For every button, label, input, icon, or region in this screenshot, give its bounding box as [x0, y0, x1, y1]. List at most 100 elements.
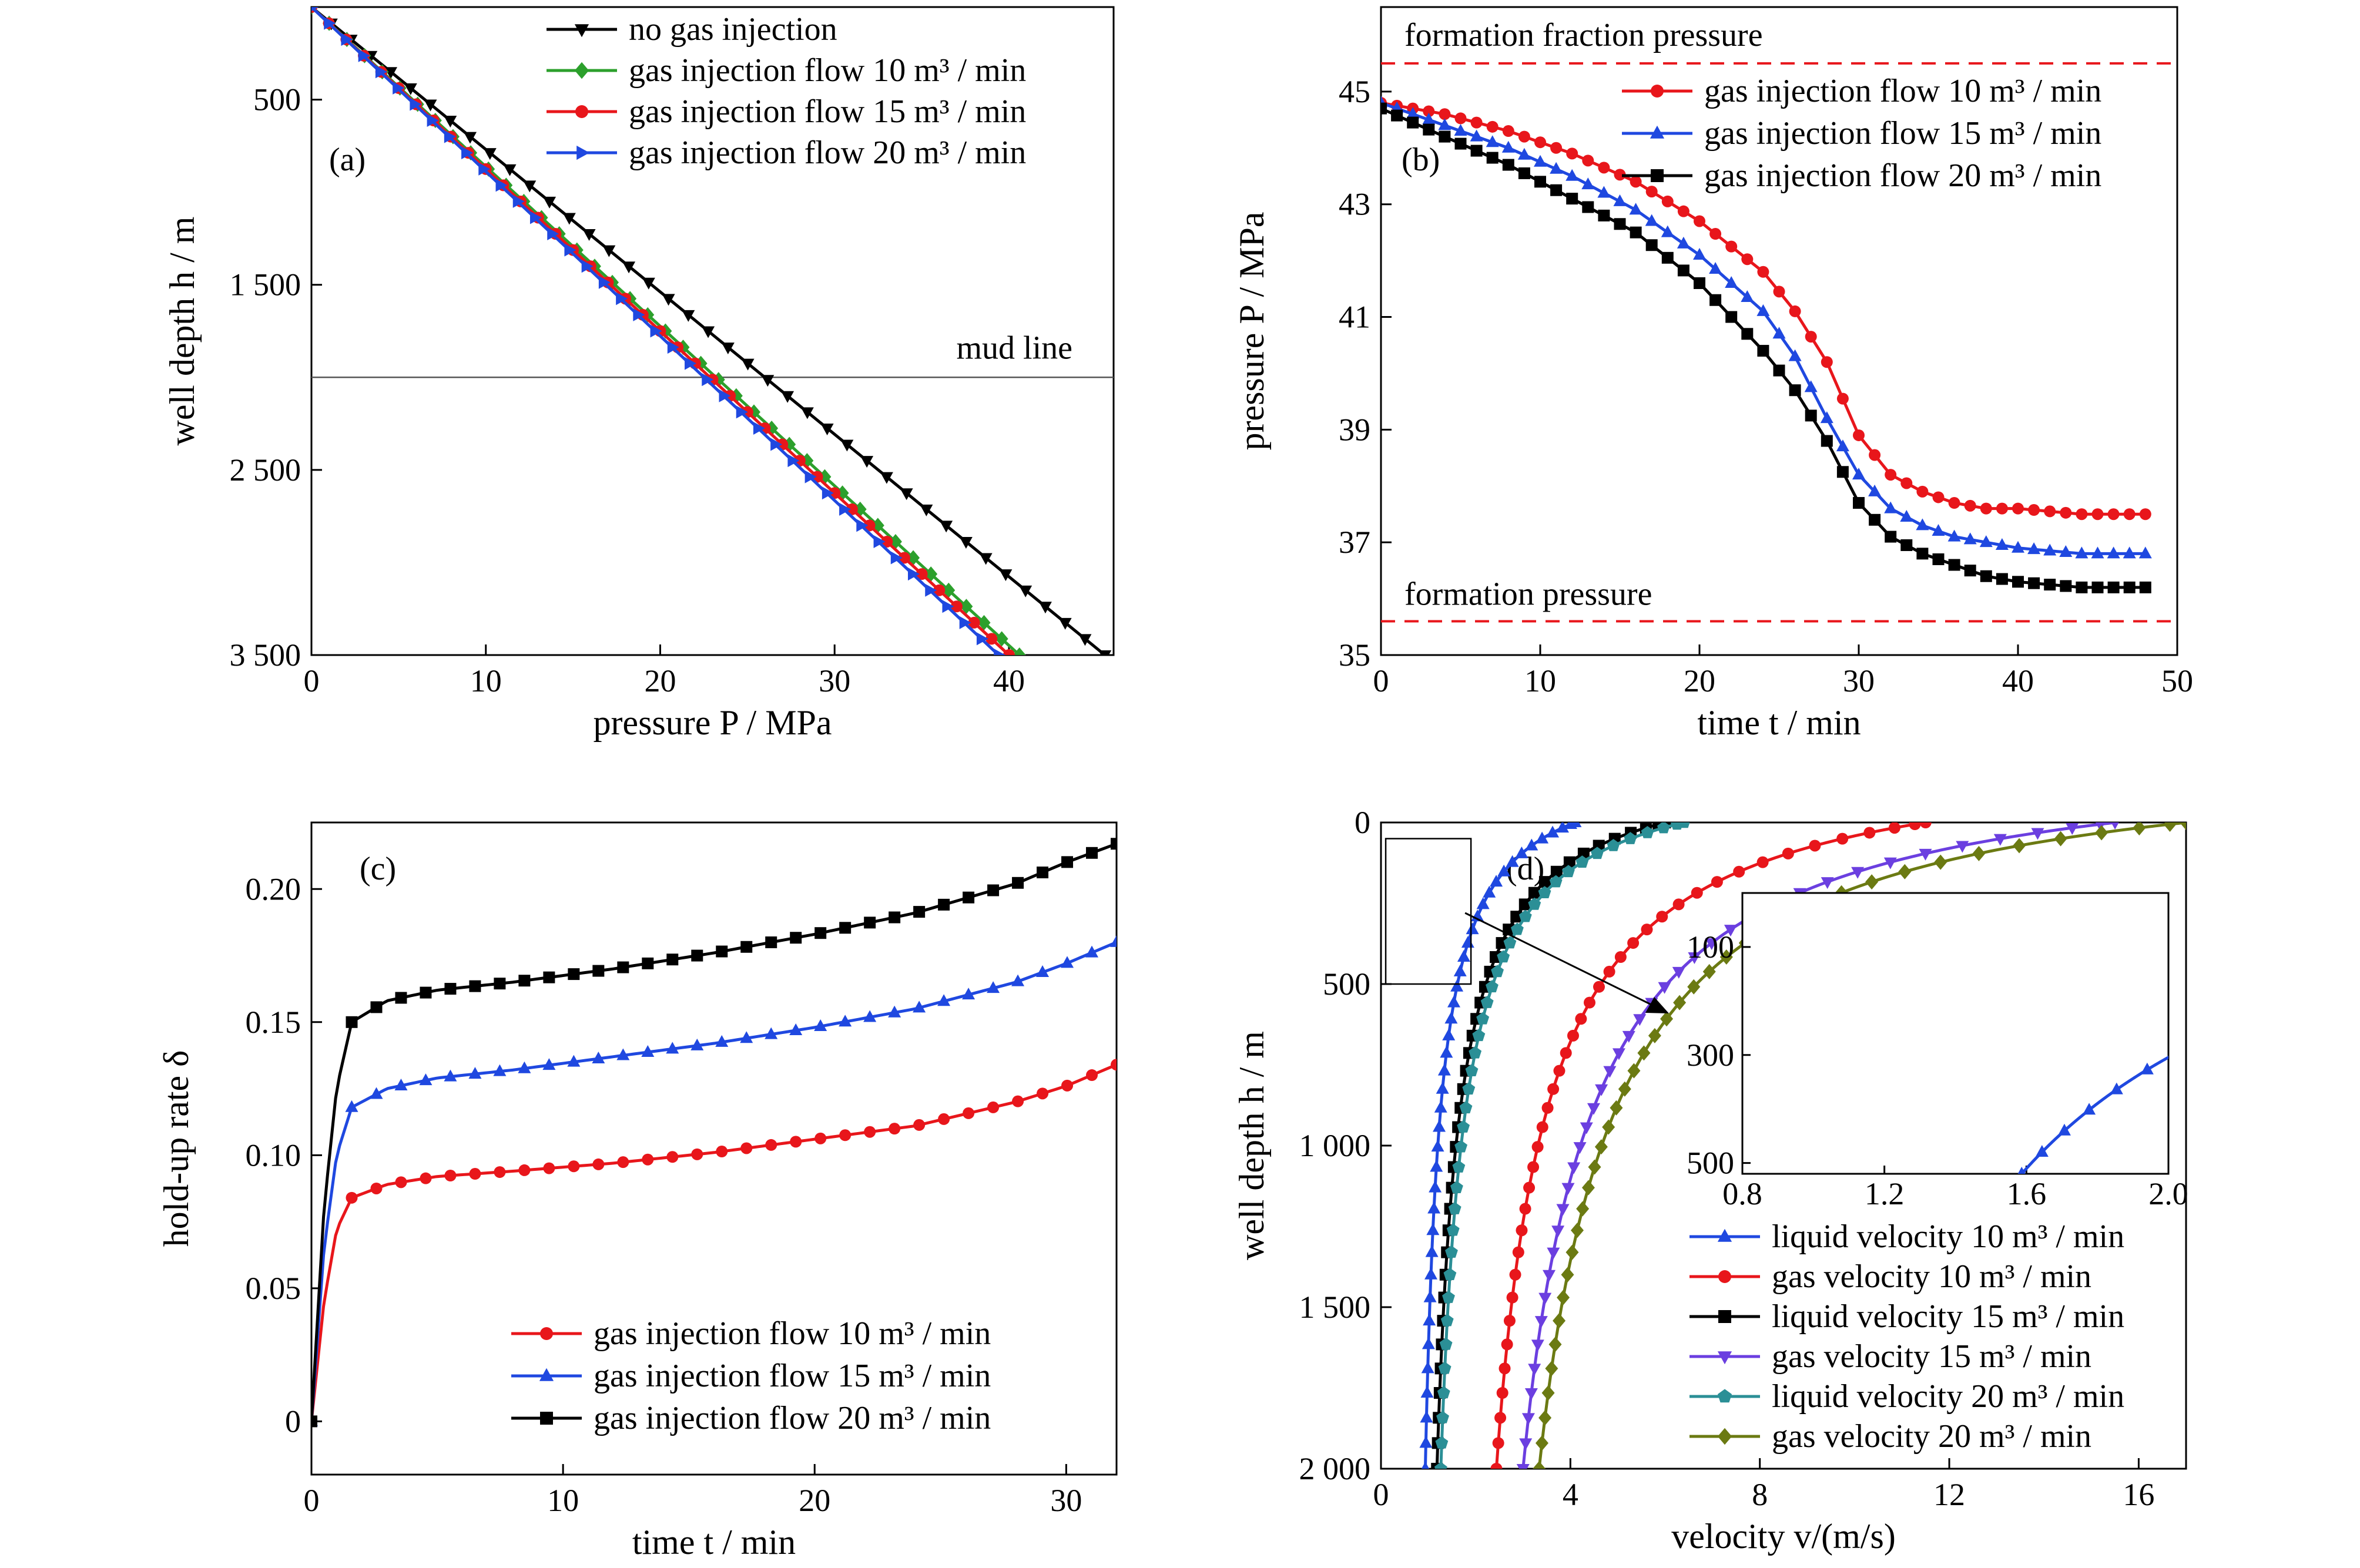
data-point [937, 994, 951, 1006]
data-point [1550, 162, 1563, 174]
data-point [1789, 384, 1801, 397]
inset-y-tick-label: 100 [1687, 929, 1734, 965]
legend-marker [575, 105, 588, 118]
data-point [1550, 865, 1563, 878]
data-point [1543, 1270, 1556, 1282]
data-point [690, 1038, 704, 1050]
data-point [916, 568, 928, 580]
legend-label: gas injection flow 15 m³ / min [1704, 115, 2101, 152]
data-point [1869, 449, 1881, 461]
data-point [1528, 1364, 1541, 1376]
data-point [1575, 855, 1589, 868]
data-point [1863, 827, 1876, 839]
y-tick-label: 35 [1339, 637, 1370, 673]
legend-marker [1717, 1351, 1732, 1365]
data-point [1573, 1142, 1587, 1154]
data-point [1462, 1082, 1476, 1095]
legend-label: liquid velocity 10 m³ / min [1772, 1218, 2124, 1255]
data-point [1423, 105, 1435, 117]
data-point [1448, 1202, 1461, 1214]
x-tick-label: 30 [1050, 1483, 1082, 1518]
data-point [1809, 840, 1821, 852]
data-point [1421, 1361, 1434, 1374]
data-point [598, 276, 611, 289]
data-point [1519, 1438, 1533, 1451]
data-point [2043, 543, 2057, 556]
data-point [933, 584, 946, 596]
inset-data-point [2255, 1146, 2267, 1158]
data-point [2138, 546, 2152, 559]
data-point [404, 83, 417, 95]
data-point [1687, 979, 1701, 995]
data-point [999, 569, 1013, 582]
reference-label: formation fraction pressure [1404, 17, 1763, 53]
data-point [562, 213, 576, 225]
data-point [2139, 581, 2151, 593]
data-point [1724, 925, 1737, 937]
data-point [1497, 864, 1511, 877]
data-point [1821, 435, 1833, 447]
data-point [1741, 328, 1754, 340]
data-point [1457, 950, 1470, 962]
data-point [1670, 822, 1684, 830]
data-point [1587, 1103, 1600, 1115]
data-point [1627, 1063, 1641, 1079]
data-point [839, 922, 852, 934]
data-point [2031, 828, 2044, 840]
plot-frame [1380, 6, 2178, 656]
data-point [2054, 831, 2067, 847]
data-point [1980, 502, 1992, 515]
data-point [1581, 177, 1595, 190]
y-tick-label: 0.05 [246, 1271, 301, 1306]
plot-frame [310, 821, 1118, 1476]
data-point [410, 98, 422, 111]
data-point [1932, 553, 1945, 565]
data-point [1061, 1079, 1074, 1092]
data-point [925, 583, 937, 597]
data-point [1457, 1120, 1470, 1133]
data-point [617, 1156, 629, 1169]
data-point [1645, 239, 1658, 251]
data-point [1581, 1180, 1595, 1196]
data-point [324, 16, 336, 30]
data-point [976, 632, 988, 646]
data-point [1594, 1139, 1608, 1155]
legend-label: gas injection flow 15 m³ / min [594, 1358, 991, 1394]
inset-data-point [2308, 1146, 2321, 1158]
x-tick-label: 20 [1684, 663, 1715, 699]
data-point [1519, 1203, 1531, 1215]
data-point [1534, 155, 1547, 167]
x-axis-title: time t / min [632, 1523, 796, 1562]
data-point [1440, 1046, 1453, 1058]
data-point [839, 502, 852, 516]
data-point [1741, 290, 1754, 302]
data-point [1501, 1338, 1513, 1351]
data-point [1853, 497, 1865, 509]
data-point [1885, 530, 1897, 543]
data-point [345, 1100, 358, 1112]
data-point [1461, 936, 1474, 948]
data-point [994, 649, 1006, 655]
data-point [1898, 864, 1912, 879]
y-tick-label: 0 [1355, 805, 1370, 840]
data-point [667, 341, 679, 354]
data-point [1538, 876, 1551, 888]
data-point [888, 1005, 901, 1018]
data-point [1450, 1181, 1463, 1193]
inset-data-point [2345, 1124, 2358, 1136]
data-point [427, 114, 439, 127]
data-point [1821, 356, 1833, 368]
x-tick-label: 20 [644, 663, 676, 699]
series-c-2 [311, 838, 1117, 1428]
data-point [864, 1126, 876, 1138]
data-point [1630, 226, 1642, 239]
data-point [1442, 1028, 1456, 1040]
inset-data-point [2327, 1104, 2338, 1116]
data-point [814, 927, 827, 939]
data-point [483, 148, 497, 160]
x-axis-title: time t / min [1697, 703, 1860, 742]
inset-x-tick-label: 2.0 [2148, 1176, 2188, 1211]
data-point [2012, 576, 2024, 588]
data-point [311, 1415, 317, 1428]
data-point [1648, 1028, 1661, 1043]
